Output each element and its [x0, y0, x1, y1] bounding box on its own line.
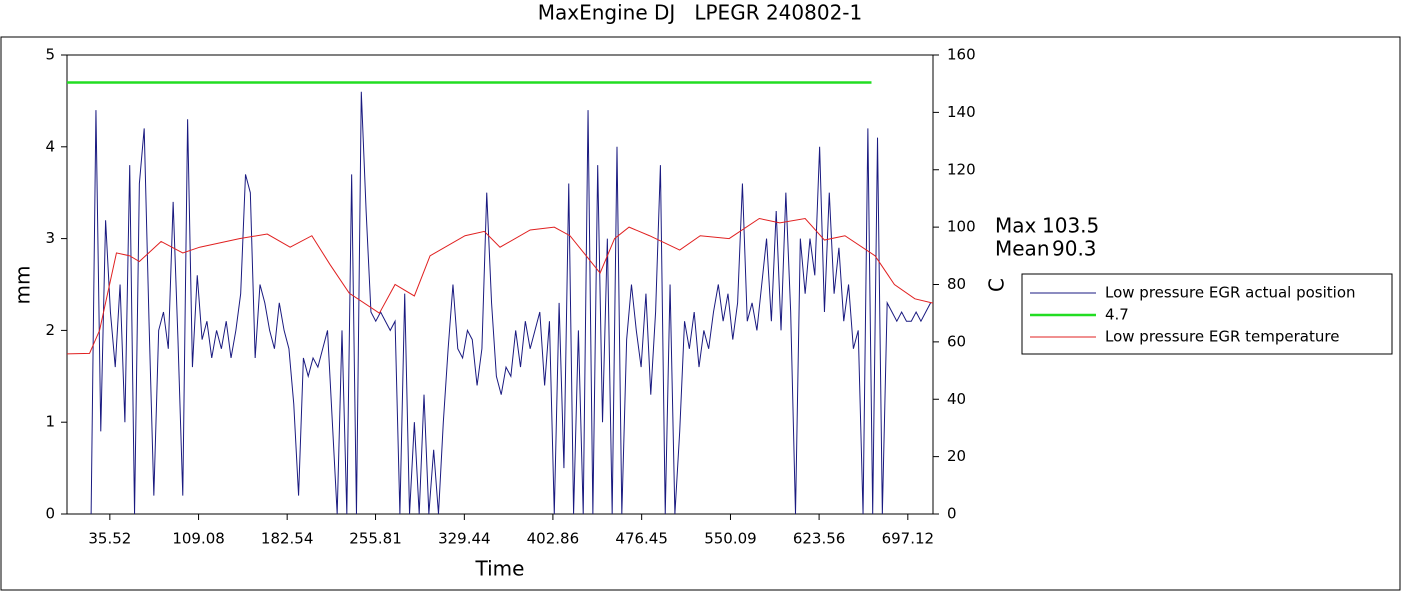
y-tick-label: 5 — [45, 46, 55, 64]
y2-tick-label: 40 — [947, 390, 966, 408]
frame — [0, 36, 1401, 591]
y2-tick-label: 20 — [947, 447, 966, 465]
y-axis-label: mm — [11, 266, 35, 305]
x-tick-label: 402.86 — [527, 530, 580, 548]
stat-label: Max — [995, 214, 1037, 238]
y-tick-label: 2 — [45, 321, 55, 339]
y-tick-label: 3 — [45, 229, 55, 247]
legend-label: Low pressure EGR temperature — [1105, 328, 1339, 346]
x-tick-label: 329.44 — [438, 530, 491, 548]
y-tick-label: 1 — [45, 413, 55, 431]
y2-tick-label: 140 — [947, 103, 976, 121]
series-line — [90, 91, 932, 515]
legend-label: Low pressure EGR actual position — [1105, 284, 1356, 302]
y2-tick-label: 60 — [947, 332, 966, 350]
y-tick-label: 0 — [45, 505, 55, 523]
x-tick-label: 182.54 — [261, 530, 314, 548]
y2-tick-label: 120 — [947, 160, 976, 178]
y-tick-label: 4 — [45, 137, 55, 155]
x-tick-label: 550.09 — [704, 530, 757, 548]
x-tick-label: 623.56 — [793, 530, 846, 548]
stat-value: 90.3 — [1052, 237, 1097, 261]
x-tick-label: 697.12 — [882, 530, 935, 548]
x-tick-label: 476.45 — [615, 530, 668, 548]
x-axis-label: Time — [475, 557, 525, 581]
x-tick-label: 35.52 — [88, 530, 131, 548]
y2-tick-label: 0 — [947, 505, 957, 523]
series-line — [66, 217, 934, 355]
y2-axis-label: C — [985, 278, 1009, 292]
x-tick-label: 109.08 — [172, 530, 225, 548]
y2-tick-label: 100 — [947, 218, 976, 236]
legend-label: 4.7 — [1105, 306, 1129, 324]
chart-title: MaxEngine DJ LPEGR 240802-1 — [538, 1, 863, 25]
y2-tick-label: 160 — [947, 46, 976, 64]
x-tick-label: 255.81 — [349, 530, 402, 548]
stat-label: Mean — [995, 237, 1050, 261]
stat-value: 103.5 — [1042, 214, 1099, 238]
y2-tick-label: 80 — [947, 275, 966, 293]
